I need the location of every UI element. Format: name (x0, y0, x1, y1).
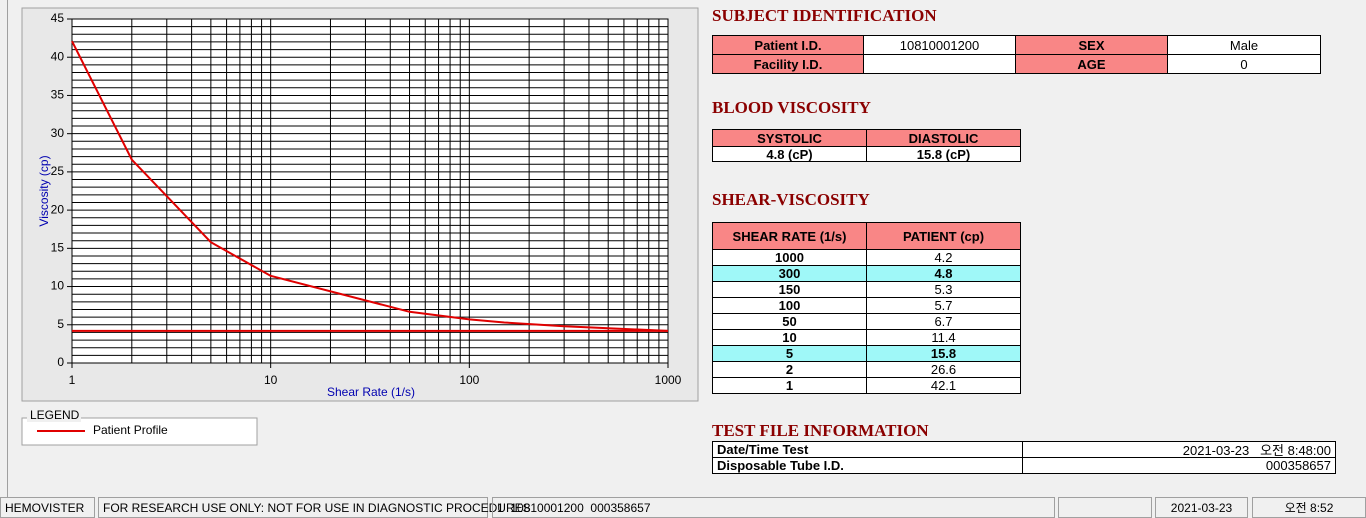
y-tick-label: 15 (51, 241, 65, 255)
table-cell: 26.6 (866, 361, 1021, 378)
table-cell: Patient I.D. (712, 35, 864, 55)
table-cell: 5 (712, 345, 867, 362)
y-axis-label: Viscosity (cp) (37, 155, 51, 226)
table-cell: Date/Time Test (712, 441, 1023, 458)
legend-entry: Patient Profile (93, 423, 168, 437)
section-title: BLOOD VISCOSITY (712, 98, 871, 117)
table-cell: Disposable Tube I.D. (712, 457, 1023, 474)
section-title: SUBJECT IDENTIFICATION (712, 6, 937, 25)
table-cell: 6.7 (866, 313, 1021, 330)
table-cell: 4.8 (cP) (712, 146, 867, 162)
status-bar-cell: 2021-03-23 (1155, 497, 1248, 518)
table-cell: 10 (712, 329, 867, 346)
table-cell: 2021-03-23 오전 8:48:00 (1022, 441, 1336, 458)
status-bar-cell: HEMOVISTER (0, 497, 95, 518)
status-bar-cell: FOR RESEARCH USE ONLY: NOT FOR USE IN DI… (98, 497, 531, 518)
table-cell: AGE (1015, 54, 1168, 74)
x-tick-label: 1000 (655, 373, 682, 387)
legend-title: LEGEND (30, 408, 80, 422)
table-cell: 300 (712, 265, 867, 282)
table-cell: 42.1 (866, 377, 1021, 394)
series-line (71, 40, 669, 332)
table-cell: SYSTOLIC (712, 129, 867, 147)
status-bar-cell: 1 10810001200 000358657 (492, 497, 1055, 518)
table-cell: 15.8 (cP) (866, 146, 1021, 162)
table-cell: SEX (1015, 35, 1168, 55)
chart: Shear Rate (1/s) Viscosity (cp) LEGEND 0… (21, 7, 699, 446)
section-title: SHEAR-VISCOSITY (712, 190, 870, 209)
table-cell: 5.7 (866, 297, 1021, 314)
table-cell: DIASTOLIC (866, 129, 1021, 147)
table-cell: 000358657 (1022, 457, 1336, 474)
table-cell: SHEAR RATE (1/s) (712, 222, 867, 250)
table-cell (863, 54, 1016, 74)
table-cell: Facility I.D. (712, 54, 864, 74)
y-tick-label: 5 (57, 317, 64, 331)
y-tick-label: 20 (51, 202, 65, 216)
y-tick-label: 40 (51, 49, 65, 63)
status-bar-cell: 오전 8:52 (1252, 497, 1366, 518)
y-tick-label: 10 (51, 279, 65, 293)
table-cell: 100 (712, 297, 867, 314)
table-cell: 4.8 (866, 265, 1021, 282)
table-cell: 10810001200 (863, 35, 1016, 55)
table-cell: PATIENT (cp) (866, 222, 1021, 250)
table-cell: 1 (712, 377, 867, 394)
y-tick-label: 45 (51, 11, 65, 25)
y-tick-label: 25 (51, 164, 65, 178)
section-title: TEST FILE INFORMATION (712, 421, 929, 440)
x-tick-label: 100 (459, 373, 479, 387)
table-cell: 1000 (712, 249, 867, 266)
table-cell: 5.3 (866, 281, 1021, 298)
table-cell: 2 (712, 361, 867, 378)
table-cell: 0 (1167, 54, 1321, 74)
x-tick-label: 10 (264, 373, 278, 387)
frame-border (7, 0, 8, 497)
table-cell: 15.8 (866, 345, 1021, 362)
y-tick-label: 30 (51, 126, 65, 140)
y-tick-label: 35 (51, 88, 65, 102)
table-cell: Male (1167, 35, 1321, 55)
table-cell: 150 (712, 281, 867, 298)
plot-area (71, 18, 669, 364)
table-cell: 50 (712, 313, 867, 330)
legend-title-bg (27, 409, 81, 422)
y-tick-label: 0 (57, 355, 64, 369)
x-tick-label: 1 (69, 373, 76, 387)
table-cell: 4.2 (866, 249, 1021, 266)
x-axis-label: Shear Rate (1/s) (327, 385, 415, 399)
table-cell: 11.4 (866, 329, 1021, 346)
status-bar-cell (1058, 497, 1152, 518)
